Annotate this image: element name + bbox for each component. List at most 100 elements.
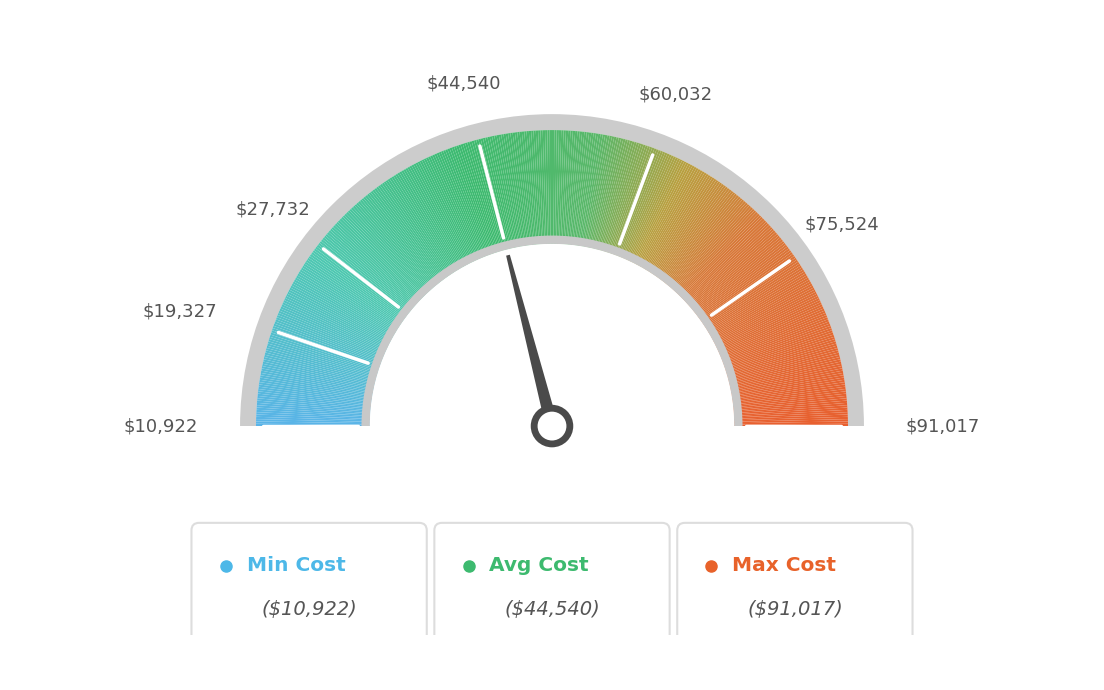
Wedge shape [572, 132, 587, 245]
Wedge shape [415, 162, 469, 264]
Wedge shape [476, 139, 507, 250]
Wedge shape [734, 419, 848, 423]
Wedge shape [297, 273, 396, 333]
Wedge shape [270, 333, 379, 370]
Wedge shape [655, 181, 720, 276]
Wedge shape [284, 298, 388, 348]
Wedge shape [732, 384, 846, 402]
Wedge shape [258, 386, 371, 403]
Wedge shape [506, 133, 524, 246]
Wedge shape [339, 219, 422, 299]
Wedge shape [646, 172, 707, 270]
Wedge shape [648, 175, 711, 273]
Wedge shape [733, 398, 847, 411]
Wedge shape [623, 153, 669, 259]
Wedge shape [543, 130, 548, 244]
Wedge shape [258, 389, 371, 404]
Wedge shape [583, 135, 605, 247]
Text: $27,732: $27,732 [235, 200, 310, 219]
Wedge shape [716, 298, 820, 348]
Wedge shape [592, 137, 619, 248]
Wedge shape [692, 237, 782, 311]
Wedge shape [661, 189, 732, 282]
Wedge shape [728, 351, 839, 381]
Wedge shape [565, 131, 575, 244]
Wedge shape [713, 288, 815, 342]
Wedge shape [716, 300, 820, 350]
Wedge shape [485, 137, 512, 248]
Wedge shape [647, 174, 709, 271]
Wedge shape [667, 197, 741, 286]
Wedge shape [392, 176, 455, 273]
Wedge shape [424, 158, 475, 262]
Wedge shape [266, 346, 376, 378]
Wedge shape [643, 169, 701, 268]
Wedge shape [349, 208, 428, 293]
Wedge shape [688, 228, 774, 306]
Wedge shape [705, 266, 802, 328]
Wedge shape [618, 150, 661, 257]
Wedge shape [707, 269, 805, 331]
Wedge shape [305, 262, 401, 326]
Wedge shape [272, 328, 380, 367]
Wedge shape [262, 364, 374, 389]
Wedge shape [354, 204, 432, 290]
Text: $60,032: $60,032 [638, 86, 712, 104]
Wedge shape [471, 141, 503, 250]
Wedge shape [338, 220, 422, 300]
Wedge shape [575, 132, 592, 246]
Wedge shape [587, 136, 612, 248]
Wedge shape [690, 234, 778, 309]
Wedge shape [566, 131, 577, 244]
Wedge shape [435, 153, 481, 259]
Wedge shape [280, 306, 385, 354]
Wedge shape [533, 130, 542, 244]
Wedge shape [731, 366, 842, 391]
Wedge shape [490, 136, 516, 248]
Wedge shape [261, 373, 373, 395]
Wedge shape [374, 188, 444, 280]
Wedge shape [431, 155, 478, 260]
Wedge shape [488, 137, 513, 248]
Wedge shape [697, 246, 788, 317]
Wedge shape [527, 131, 538, 244]
Wedge shape [638, 166, 694, 266]
Wedge shape [384, 181, 449, 276]
Wedge shape [660, 188, 730, 280]
Wedge shape [734, 415, 848, 420]
Wedge shape [341, 217, 423, 298]
Wedge shape [636, 164, 690, 265]
Text: ($10,922): ($10,922) [262, 600, 357, 619]
Wedge shape [657, 184, 724, 278]
Wedge shape [465, 142, 500, 252]
Wedge shape [273, 326, 381, 366]
Wedge shape [608, 144, 646, 253]
Wedge shape [619, 151, 664, 257]
Wedge shape [721, 317, 828, 360]
Wedge shape [283, 302, 386, 351]
Wedge shape [726, 344, 837, 377]
Wedge shape [718, 304, 822, 353]
Wedge shape [645, 171, 704, 270]
Wedge shape [257, 393, 371, 408]
Wedge shape [682, 219, 765, 299]
Wedge shape [603, 142, 637, 252]
Wedge shape [698, 248, 790, 318]
Wedge shape [363, 197, 437, 286]
Wedge shape [665, 194, 737, 284]
Wedge shape [573, 132, 590, 246]
Wedge shape [538, 130, 545, 244]
Wedge shape [696, 243, 786, 315]
Wedge shape [342, 215, 424, 297]
Wedge shape [606, 143, 641, 253]
Wedge shape [319, 241, 410, 313]
Wedge shape [529, 131, 539, 244]
Wedge shape [680, 215, 762, 297]
Wedge shape [367, 194, 439, 284]
Wedge shape [556, 130, 561, 244]
Wedge shape [351, 207, 429, 293]
Wedge shape [607, 144, 644, 253]
Wedge shape [426, 157, 476, 262]
Wedge shape [545, 130, 549, 244]
Wedge shape [289, 288, 391, 342]
